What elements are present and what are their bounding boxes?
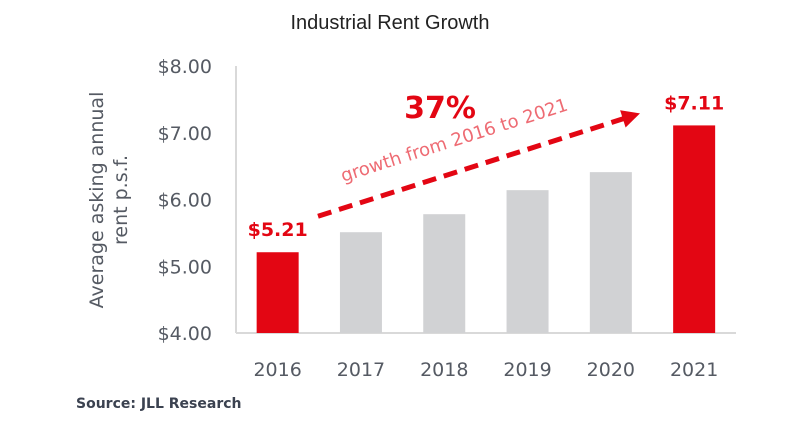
bars — [256, 125, 716, 333]
x-tick-label: 2021 — [670, 359, 718, 381]
y-axis-title-line: rent p.s.f. — [110, 155, 132, 245]
x-tick-label: 2018 — [420, 359, 468, 381]
data-label-2016: $5.21 — [248, 219, 308, 241]
bar-2017 — [339, 232, 382, 333]
source-note: Source: JLL Research — [76, 396, 242, 412]
arrowhead-icon — [620, 110, 640, 128]
y-tick-label: $4.00 — [158, 323, 212, 345]
bar-2016 — [256, 252, 299, 333]
y-tick-label: $7.00 — [158, 123, 212, 145]
x-tick-label: 2020 — [587, 359, 635, 381]
growth-arrow-line — [317, 115, 628, 219]
y-axis-ticks: $4.00 $5.00 $6.00 $7.00 $8.00 — [158, 56, 212, 345]
y-tick-label: $8.00 — [158, 56, 212, 78]
x-axis-ticks: 2016 2017 2018 2019 2020 2021 — [253, 359, 718, 381]
x-tick-label: 2016 — [253, 359, 301, 381]
y-tick-label: $5.00 — [158, 256, 212, 278]
data-labels: $5.21 $7.11 — [248, 92, 725, 241]
growth-percentage: 37% — [404, 91, 476, 126]
bar-2019 — [506, 190, 549, 333]
bar-2021 — [673, 125, 716, 333]
y-tick-label: $6.00 — [158, 190, 212, 212]
chart-title: Industrial Rent Growth — [290, 12, 490, 34]
x-tick-label: 2017 — [337, 359, 385, 381]
x-tick-label: 2019 — [503, 359, 551, 381]
bar-2020 — [589, 172, 632, 333]
y-axis-title: Average asking annual rent p.s.f. — [86, 92, 132, 309]
data-label-2021: $7.11 — [664, 92, 724, 114]
bar-2018 — [423, 214, 466, 333]
y-axis-title-line: Average asking annual — [86, 92, 108, 309]
